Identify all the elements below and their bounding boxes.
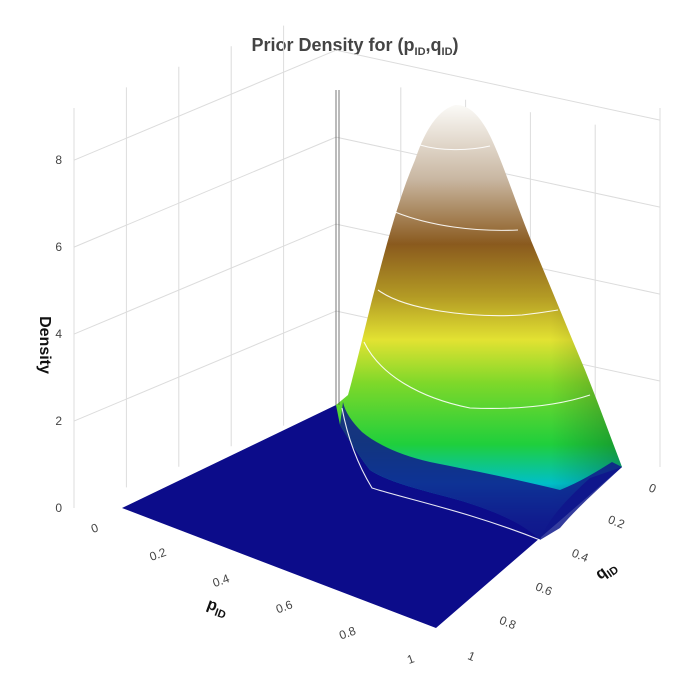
y-tick-label: 0.2 (606, 512, 627, 531)
z-tick-label: 4 (55, 327, 62, 341)
contour-line (363, 341, 591, 409)
x-tick-label: 1 (405, 651, 416, 667)
y-tick-label: 0.4 (570, 546, 591, 565)
y-tick-label: 1 (466, 649, 478, 665)
contour-line (341, 407, 541, 541)
x-axis-label: pID (204, 596, 230, 622)
surface-peak (336, 104, 622, 540)
y-tick-label: 0.6 (534, 579, 555, 598)
axis-frame (335, 90, 340, 405)
contour-line (419, 144, 491, 151)
y-tick-label: 0.8 (497, 613, 518, 632)
z-axis-label: Density (36, 316, 53, 374)
z-tick-label: 2 (55, 414, 62, 428)
y-tick-label: 0 (647, 481, 659, 497)
contour-line (394, 211, 519, 231)
z-axis-ticks: 0 2 4 6 8 (55, 153, 62, 515)
z-tick-label: 6 (55, 240, 62, 254)
contour-lines (341, 144, 591, 541)
x-tick-label: 0 (89, 520, 100, 536)
chart-title: Prior Density for (pID,qID) (251, 35, 458, 58)
x-tick-label: 0.6 (274, 597, 295, 616)
x-tick-label: 0.4 (211, 571, 232, 590)
x-axis-ticks: 0 0.2 0.4 0.6 0.8 1 (89, 520, 416, 667)
x-tick-label: 0.8 (337, 624, 358, 643)
y-axis-ticks: 0 0.2 0.4 0.6 0.8 1 (466, 481, 659, 665)
z-tick-label: 8 (55, 153, 62, 167)
x-tick-label: 0.2 (148, 545, 169, 564)
z-tick-label: 0 (55, 501, 62, 515)
contour-line (377, 289, 559, 317)
y-axis-label: qID (593, 557, 622, 585)
